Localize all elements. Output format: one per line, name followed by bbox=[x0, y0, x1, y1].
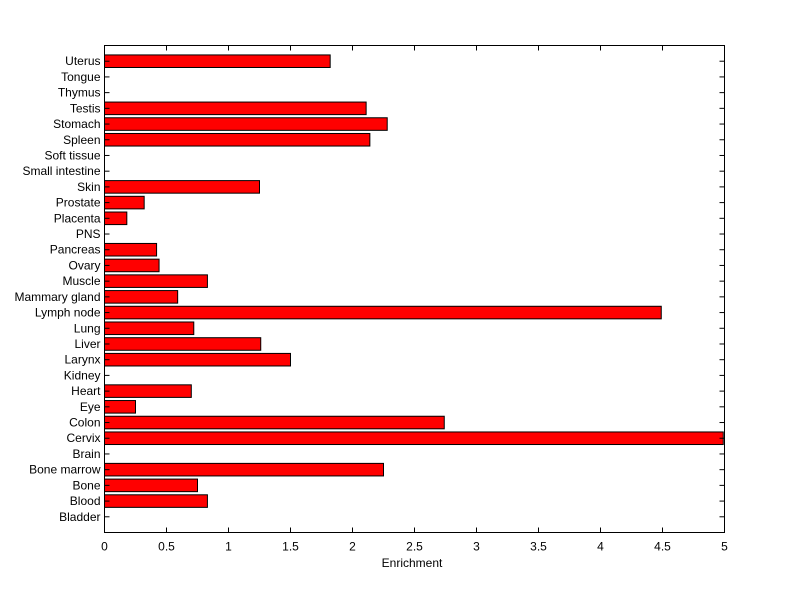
x-tick-label-1: 1 bbox=[225, 540, 232, 554]
y-tick-label-bladder: Bladder bbox=[59, 510, 100, 524]
y-tick-label-muscle: Muscle bbox=[62, 274, 100, 288]
y-tick-label-mammary-gland: Mammary gland bbox=[14, 290, 100, 304]
bar-blood bbox=[104, 494, 208, 508]
bar-spleen bbox=[104, 132, 371, 147]
x-axis-label: Enrichment bbox=[382, 556, 443, 570]
y-tick-label-pns: PNS bbox=[76, 227, 101, 241]
x-tick-label-2: 2 bbox=[349, 540, 356, 554]
x-tick-label-0-5: 0.5 bbox=[158, 540, 175, 554]
bar-skin bbox=[104, 180, 260, 194]
x-tick-label-0: 0 bbox=[101, 540, 108, 554]
y-tick-label-tongue: Tongue bbox=[61, 70, 101, 84]
y-tick-label-lymph-node: Lymph node bbox=[35, 306, 101, 320]
x-tick-label-4-5: 4.5 bbox=[654, 540, 671, 554]
bar-bone bbox=[104, 478, 198, 493]
y-tick-label-heart: Heart bbox=[71, 384, 101, 398]
y-tick-label-eye: Eye bbox=[80, 400, 101, 414]
bar-ovary bbox=[104, 258, 160, 273]
x-tick-label-1-5: 1.5 bbox=[282, 540, 299, 554]
bar-larynx bbox=[104, 352, 291, 367]
bar-liver bbox=[104, 337, 262, 351]
x-tick-label-5: 5 bbox=[721, 540, 728, 554]
y-tick-label-liver: Liver bbox=[74, 337, 100, 351]
bars-layer bbox=[104, 54, 724, 508]
y-tick-label-bone-marrow: Bone marrow bbox=[29, 463, 101, 477]
y-tick-label-soft-tissue: Soft tissue bbox=[44, 148, 100, 162]
y-tick-label-prostate: Prostate bbox=[56, 196, 101, 210]
y-tick-label-cervix: Cervix bbox=[66, 431, 100, 445]
x-tick-label-3: 3 bbox=[473, 540, 480, 554]
y-tick-label-skin: Skin bbox=[77, 180, 100, 194]
bar-bone-marrow bbox=[104, 462, 384, 477]
y-tick-label-blood: Blood bbox=[70, 494, 101, 508]
y-tick-label-placenta: Placenta bbox=[54, 211, 101, 225]
bar-mammary-gland bbox=[104, 290, 179, 304]
x-tick-label-4: 4 bbox=[597, 540, 604, 554]
y-tick-label-colon: Colon bbox=[69, 416, 100, 430]
y-tick-label-testis: Testis bbox=[70, 101, 101, 115]
bar-cervix bbox=[104, 431, 724, 446]
y-tick-label-stomach: Stomach bbox=[53, 117, 100, 131]
bar-prostate bbox=[104, 195, 145, 210]
x-tick-label-2-5: 2.5 bbox=[406, 540, 423, 554]
y-tick-label-small-intestine: Small intestine bbox=[22, 164, 100, 178]
bar-muscle bbox=[104, 274, 208, 288]
y-tick-label-spleen: Spleen bbox=[63, 133, 100, 147]
bar-heart bbox=[104, 384, 192, 398]
bar-pancreas bbox=[104, 242, 158, 257]
y-tick-label-lung: Lung bbox=[74, 321, 101, 335]
ticks-layer bbox=[104, 45, 725, 533]
y-tick-label-brain: Brain bbox=[72, 447, 100, 461]
bar-lymph-node bbox=[104, 305, 662, 320]
y-tick-label-kidney: Kidney bbox=[64, 368, 101, 382]
bar-colon bbox=[104, 415, 445, 430]
y-tick-label-thymus: Thymus bbox=[58, 86, 101, 100]
y-tick-label-uterus: Uterus bbox=[65, 54, 100, 68]
y-tick-label-bone: Bone bbox=[72, 478, 100, 492]
y-tick-label-ovary: Ovary bbox=[68, 258, 100, 272]
bar-stomach bbox=[104, 117, 388, 131]
bar-testis bbox=[104, 101, 367, 116]
bar-uterus bbox=[104, 54, 331, 68]
y-tick-label-pancreas: Pancreas bbox=[50, 243, 101, 257]
bar-lung bbox=[104, 321, 195, 336]
y-tick-label-larynx: Larynx bbox=[64, 353, 100, 367]
x-tick-label-3-5: 3.5 bbox=[530, 540, 547, 554]
